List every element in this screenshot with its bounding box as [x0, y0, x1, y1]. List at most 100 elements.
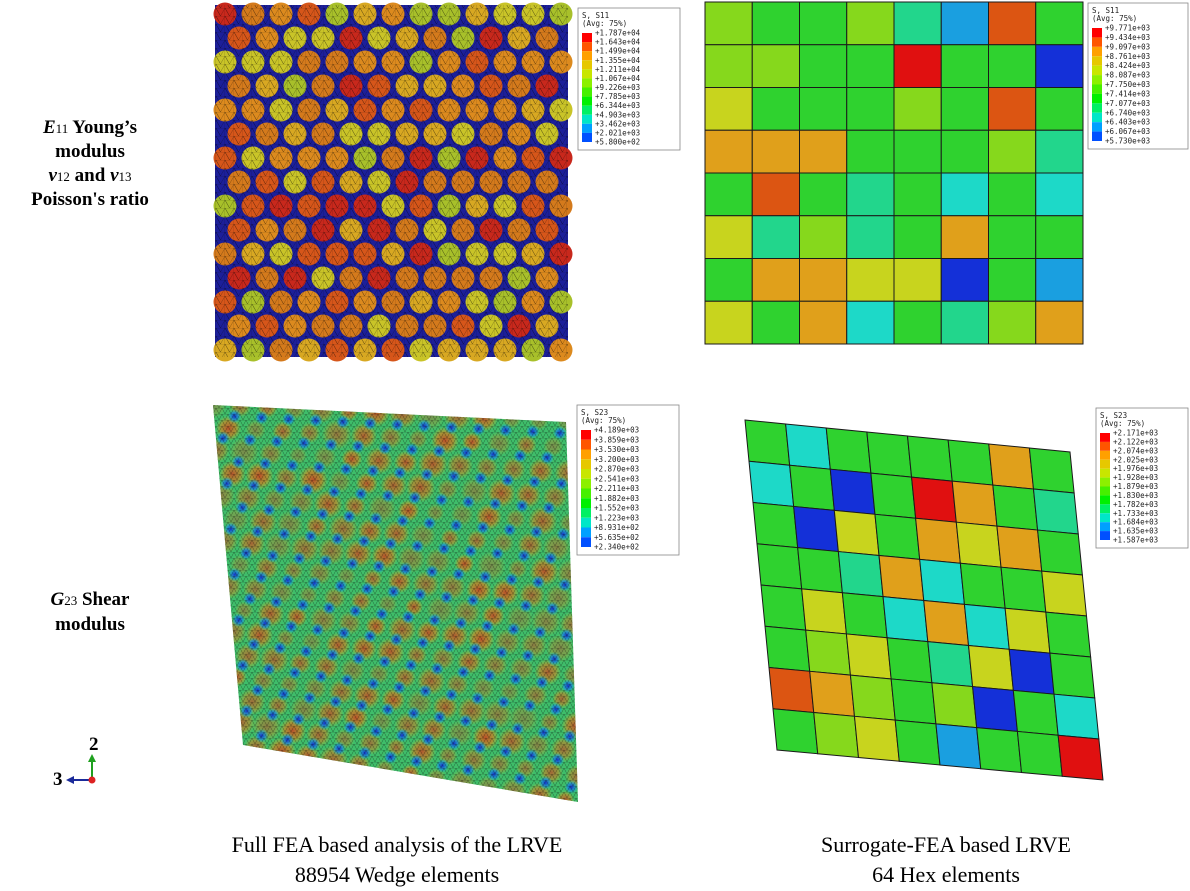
legend-swatch	[582, 88, 592, 97]
element	[948, 440, 993, 485]
element	[960, 563, 1005, 608]
shear-coldspot	[501, 794, 515, 808]
legend-swatch	[581, 459, 591, 469]
legend-label: +1.223e+03	[594, 513, 639, 522]
shear-coldspot	[586, 631, 600, 645]
legend-swatch	[1092, 47, 1102, 56]
element	[941, 2, 988, 45]
element	[847, 173, 894, 216]
legend-label: +1.782e+03	[1113, 500, 1158, 509]
legend-label: +1.976e+03	[1113, 464, 1158, 473]
element	[847, 301, 894, 344]
element	[989, 45, 1036, 88]
shear-coldspot	[295, 758, 309, 772]
element	[924, 601, 969, 646]
element	[1046, 612, 1091, 657]
element	[806, 630, 851, 675]
element	[1036, 88, 1083, 131]
legend-swatch	[1100, 478, 1110, 487]
element	[941, 130, 988, 173]
element	[894, 301, 941, 344]
element	[752, 259, 799, 302]
row-label: G23 Shear	[51, 589, 131, 610]
element	[847, 2, 894, 45]
element	[800, 173, 847, 216]
element	[753, 503, 798, 548]
legend-label: +6.403e+03	[1105, 118, 1150, 127]
mesh	[205, 400, 585, 810]
legend-label: +1.733e+03	[1113, 509, 1158, 518]
element	[952, 481, 997, 526]
shear-coldspot	[576, 757, 590, 771]
legend-label: +6.067e+03	[1105, 127, 1150, 136]
element	[705, 173, 752, 216]
element	[871, 473, 916, 518]
element	[847, 216, 894, 259]
legend-swatch	[582, 97, 592, 106]
legend-swatch	[581, 518, 591, 528]
element	[989, 2, 1036, 45]
shear-coldspot	[572, 604, 586, 618]
element	[800, 130, 847, 173]
element	[895, 720, 940, 765]
shear-coldspot	[269, 754, 283, 768]
element	[854, 716, 899, 761]
legend-label: +1.355e+04	[595, 56, 641, 65]
legend-swatch	[1100, 504, 1110, 513]
legend-label: +2.122e+03	[1113, 437, 1158, 446]
element	[798, 548, 843, 593]
axis-label: 2	[89, 734, 99, 755]
element	[705, 301, 752, 344]
mesh	[215, 5, 568, 357]
element	[894, 88, 941, 131]
legend-label: +4.189e+03	[594, 426, 639, 435]
element	[752, 173, 799, 216]
element	[800, 2, 847, 45]
row-label: ν12 and ν13	[48, 165, 131, 186]
legend-label: +2.211e+03	[594, 484, 639, 493]
legend-swatch	[581, 498, 591, 508]
element	[887, 638, 932, 683]
legend-label: +1.787e+04	[595, 29, 641, 38]
figure: S, S11(Avg: 75%)+1.787e+04+1.643e+04+1.4…	[0, 0, 1190, 891]
shear-hotspot	[578, 742, 601, 765]
legend-swatch	[582, 106, 592, 115]
element	[761, 585, 806, 630]
legend-swatch	[582, 115, 592, 124]
shear-coldspot	[244, 749, 258, 763]
shear-hotspot	[575, 591, 594, 610]
legend-swatch	[1100, 531, 1110, 540]
legend-label: +1.879e+03	[1113, 482, 1158, 491]
element	[752, 216, 799, 259]
legend-label: +1.684e+03	[1113, 518, 1158, 527]
element	[1036, 2, 1083, 45]
legend-swatch	[1100, 460, 1110, 469]
legend-label: +8.087e+03	[1105, 71, 1150, 80]
legend-swatch	[581, 528, 591, 538]
element	[894, 130, 941, 173]
legend-label: +7.077e+03	[1105, 99, 1150, 108]
element	[1001, 567, 1046, 612]
element	[745, 420, 790, 465]
legend-swatch	[1100, 442, 1110, 451]
shear-hotspot	[576, 691, 599, 714]
element	[847, 88, 894, 131]
axis-origin	[89, 777, 96, 784]
element	[894, 45, 941, 88]
element	[705, 130, 752, 173]
caption: Full FEA based analysis of the LRVE	[232, 832, 563, 857]
legend-swatch	[581, 489, 591, 499]
element	[928, 642, 973, 687]
element	[847, 130, 894, 173]
legend-subtitle: (Avg: 75%)	[1100, 419, 1145, 428]
legend-label: +1.635e+03	[1113, 527, 1158, 536]
legend-swatch	[1100, 469, 1110, 478]
legend-swatch	[581, 469, 591, 479]
shear-hotspot	[572, 638, 600, 666]
caption: 64 Hex elements	[872, 862, 1020, 887]
legend-label: +9.226e+03	[595, 83, 640, 92]
element	[867, 432, 912, 477]
legend-swatch	[1092, 75, 1102, 84]
legend-swatch	[582, 42, 592, 51]
element	[800, 88, 847, 131]
